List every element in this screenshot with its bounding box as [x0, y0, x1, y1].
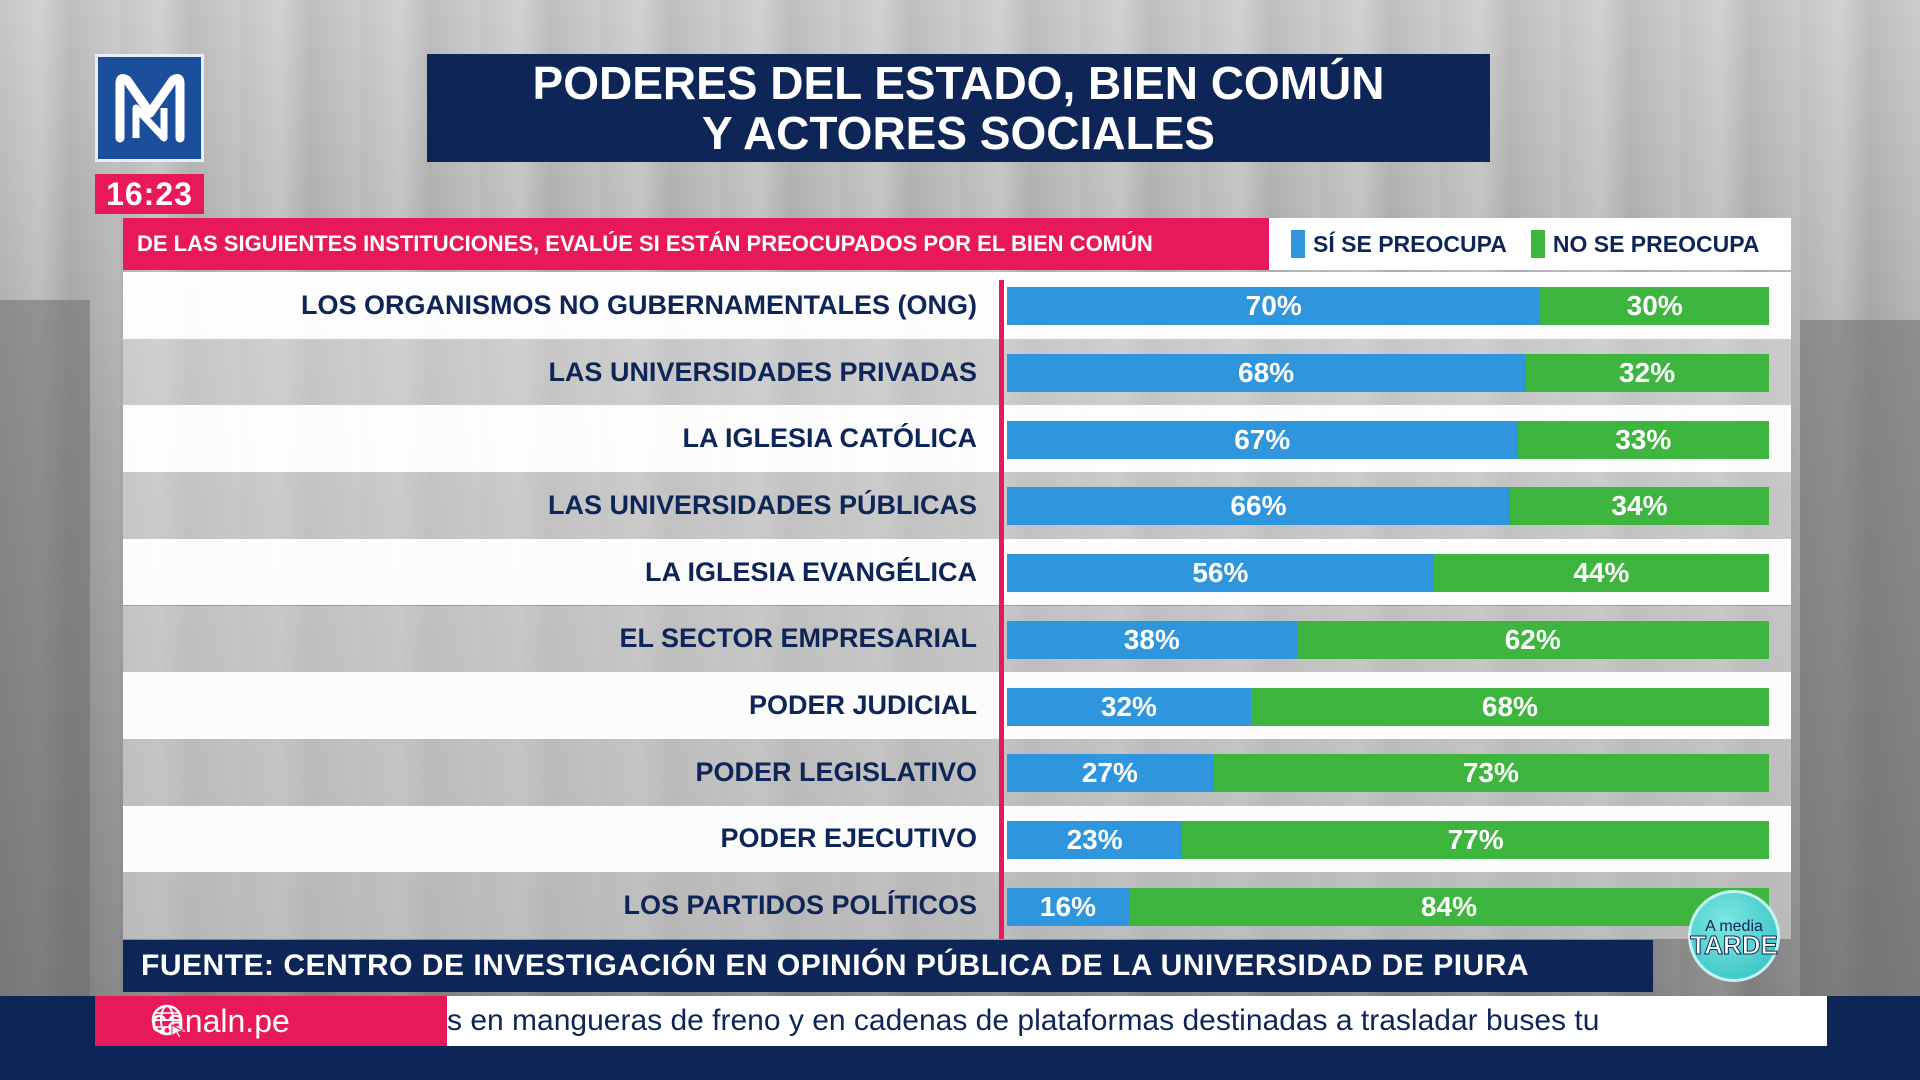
background-building	[1800, 320, 1920, 1000]
legend-item-yes: SÍ SE PREOCUPA	[1291, 230, 1507, 258]
legend-label-no: NO SE PREOCUPA	[1552, 230, 1760, 257]
bar-yes: 66%	[1007, 487, 1510, 526]
bar-no: 84%	[1128, 887, 1769, 926]
category-label: PODER EJECUTIVO	[720, 823, 977, 854]
title-line-2: Y ACTORES SOCIALES	[702, 107, 1215, 159]
category-label: LA IGLESIA CATÓLICA	[682, 423, 977, 454]
title-line-1: PODERES DEL ESTADO, BIEN COMÚN	[532, 57, 1385, 109]
chart-row: LAS UNIVERSIDADES PRIVADAS 68% 32%	[123, 338, 1791, 406]
category-label: LOS PARTIDOS POLÍTICOS	[623, 890, 977, 921]
badge-line-1: A media	[1705, 918, 1763, 935]
question-banner: DE LAS SIGUIENTES INSTITUCIONES, EVALÚE …	[123, 218, 1269, 270]
bar-no: 73%	[1212, 754, 1769, 793]
legend-swatch-no	[1530, 230, 1545, 258]
page-title: PODERES DEL ESTADO, BIEN COMÚN Y ACTORES…	[427, 54, 1490, 162]
show-logo-badge: A media TARDE	[1688, 890, 1780, 982]
bar-yes: 56%	[1007, 554, 1434, 593]
stacked-bar-chart: LOS ORGANISMOS NO GUBERNAMENTALES (ONG) 7…	[123, 272, 1791, 939]
category-label: LA IGLESIA EVANGÉLICA	[644, 556, 977, 587]
chart-row: LA IGLESIA CATÓLICA 67% 33%	[123, 405, 1791, 473]
source-caption: FUENTE: CENTRO DE INVESTIGACIÓN EN OPINI…	[123, 940, 1653, 992]
bar-no: 32%	[1525, 354, 1769, 393]
bar-yes: 70%	[1007, 287, 1541, 326]
chart-row: LOS ORGANISMOS NO GUBERNAMENTALES (ONG) 7…	[123, 272, 1791, 339]
category-label: PODER LEGISLATIVO	[695, 756, 977, 787]
legend-label-yes: SÍ SE PREOCUPA	[1313, 230, 1507, 257]
legend: SÍ SE PREOCUPA NO SE PREOCUPA	[1269, 218, 1791, 270]
website-label: canaln.pe	[95, 996, 447, 1046]
bar-yes: 23%	[1007, 820, 1183, 859]
globe-icon	[151, 1004, 185, 1039]
bar-yes: 67%	[1007, 420, 1518, 459]
bar-no: 44%	[1433, 554, 1769, 593]
chart-row: PODER JUDICIAL 32% 68%	[123, 672, 1791, 739]
chart-row: LA IGLESIA EVANGÉLICA 56% 44%	[123, 538, 1791, 606]
category-label: LAS UNIVERSIDADES PÚBLICAS	[547, 489, 977, 520]
bar-yes: 68%	[1007, 354, 1526, 393]
bar-no: 68%	[1250, 687, 1769, 726]
clock: 16:23	[95, 174, 204, 214]
legend-swatch-yes	[1291, 230, 1305, 258]
chart-row: EL SECTOR EMPRESARIAL 38% 62%	[123, 605, 1791, 673]
bar-yes: 16%	[1007, 887, 1129, 926]
category-label: LOS ORGANISMOS NO GUBERNAMENTALES (ONG)	[300, 289, 977, 320]
background-building	[0, 300, 90, 1000]
axis-line	[999, 280, 1004, 939]
chart-row: LOS PARTIDOS POLÍTICOS 16% 84%	[123, 872, 1791, 939]
chart-row: PODER EJECUTIVO 23% 77%	[123, 805, 1791, 873]
bar-no: 30%	[1540, 287, 1769, 326]
bar-no: 77%	[1182, 820, 1769, 859]
channel-logo	[95, 54, 204, 162]
bar-no: 62%	[1296, 620, 1769, 659]
bar-yes: 32%	[1007, 687, 1251, 726]
bar-no: 34%	[1509, 487, 1769, 526]
chart-row: PODER LEGISLATIVO 27% 73%	[123, 738, 1791, 806]
news-ticker: s en mangueras de freno y en cadenas de …	[447, 996, 1827, 1046]
chart-row: LAS UNIVERSIDADES PÚBLICAS 66% 34%	[123, 472, 1791, 539]
bar-yes: 27%	[1007, 754, 1213, 793]
badge-line-2: TARDE	[1690, 930, 1779, 960]
category-label: EL SECTOR EMPRESARIAL	[619, 623, 977, 654]
category-label: LAS UNIVERSIDADES PRIVADAS	[548, 356, 977, 387]
category-label: PODER JUDICIAL	[748, 690, 977, 721]
legend-item-no: NO SE PREOCUPA	[1530, 230, 1760, 258]
bar-yes: 38%	[1007, 620, 1297, 659]
bar-no: 33%	[1517, 420, 1769, 459]
